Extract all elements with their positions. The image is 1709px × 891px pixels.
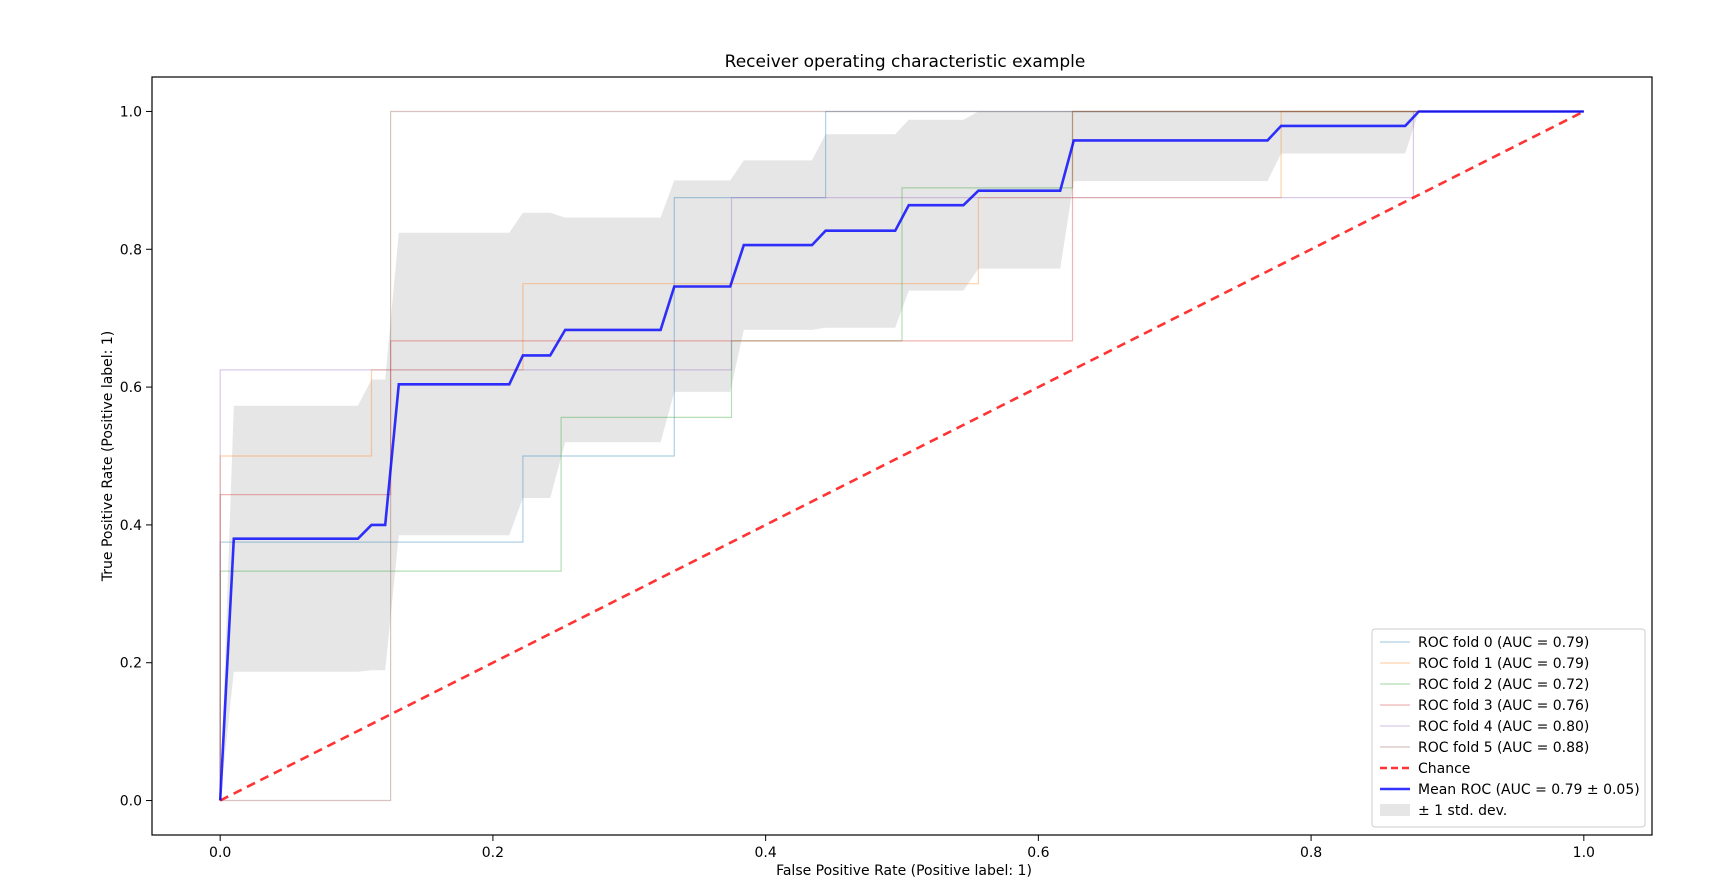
- y-axis-label: True Positive Rate (Positive label: 1): [100, 331, 116, 582]
- legend-label-6: Chance: [1418, 761, 1470, 777]
- y-tick-label: 0.2: [120, 656, 142, 672]
- series-line-1: [219, 110, 1584, 801]
- series-line-2: [219, 110, 1584, 801]
- y-tick-label: 0.4: [120, 518, 142, 534]
- legend: ROC fold 0 (AUC = 0.79) ROC fold 1 (AUC =…: [1371, 628, 1646, 828]
- plot-frame: [151, 76, 1653, 836]
- legend-label-4: ROC fold 4 (AUC = 0.80): [1418, 719, 1589, 735]
- x-axis-label: False Positive Rate (Positive label: 1): [776, 863, 1032, 879]
- legend-label-7: Mean ROC (AUC = 0.79 ± 0.05): [1418, 782, 1640, 798]
- legend-label-1: ROC fold 1 (AUC = 0.79): [1418, 656, 1589, 672]
- plot-area: [218, 110, 1585, 802]
- std-dev-band: [220, 111, 1584, 801]
- chart-title: Receiver operating characteristic exampl…: [725, 52, 1086, 72]
- series-line-3: [219, 110, 1584, 801]
- legend-label-0: ROC fold 0 (AUC = 0.79): [1418, 635, 1589, 651]
- legend-box: [1371, 628, 1646, 828]
- legend-swatch-band: [1380, 804, 1410, 816]
- x-tick-label: 0.6: [1027, 845, 1049, 861]
- y-tick-label: 0.0: [120, 794, 142, 810]
- y-tick-label: 0.6: [120, 380, 142, 396]
- x-tick-label: 0.0: [209, 845, 231, 861]
- series-line-7: [218, 110, 1584, 801]
- legend-label-8: ± 1 std. dev.: [1418, 803, 1507, 819]
- legend-label-5: ROC fold 5 (AUC = 0.88): [1418, 740, 1589, 756]
- axis-ticks: 0.0 0.2 0.4 0.6 0.8 1.0 0.0 0.2 0.4 0.6 0.8 1.0: [120, 104, 1595, 861]
- x-tick-label: 1.0: [1573, 845, 1595, 861]
- x-tick-label: 0.2: [482, 845, 504, 861]
- x-tick-label: 0.4: [755, 845, 777, 861]
- legend-label-2: ROC fold 2 (AUC = 0.72): [1418, 677, 1589, 693]
- series-line-0: [219, 110, 1584, 801]
- y-tick-label: 1.0: [120, 104, 142, 120]
- legend-label-3: ROC fold 3 (AUC = 0.76): [1418, 698, 1589, 714]
- x-tick-label: 0.8: [1300, 845, 1322, 861]
- y-tick-label: 0.8: [120, 242, 142, 258]
- series-line-4: [219, 110, 1584, 801]
